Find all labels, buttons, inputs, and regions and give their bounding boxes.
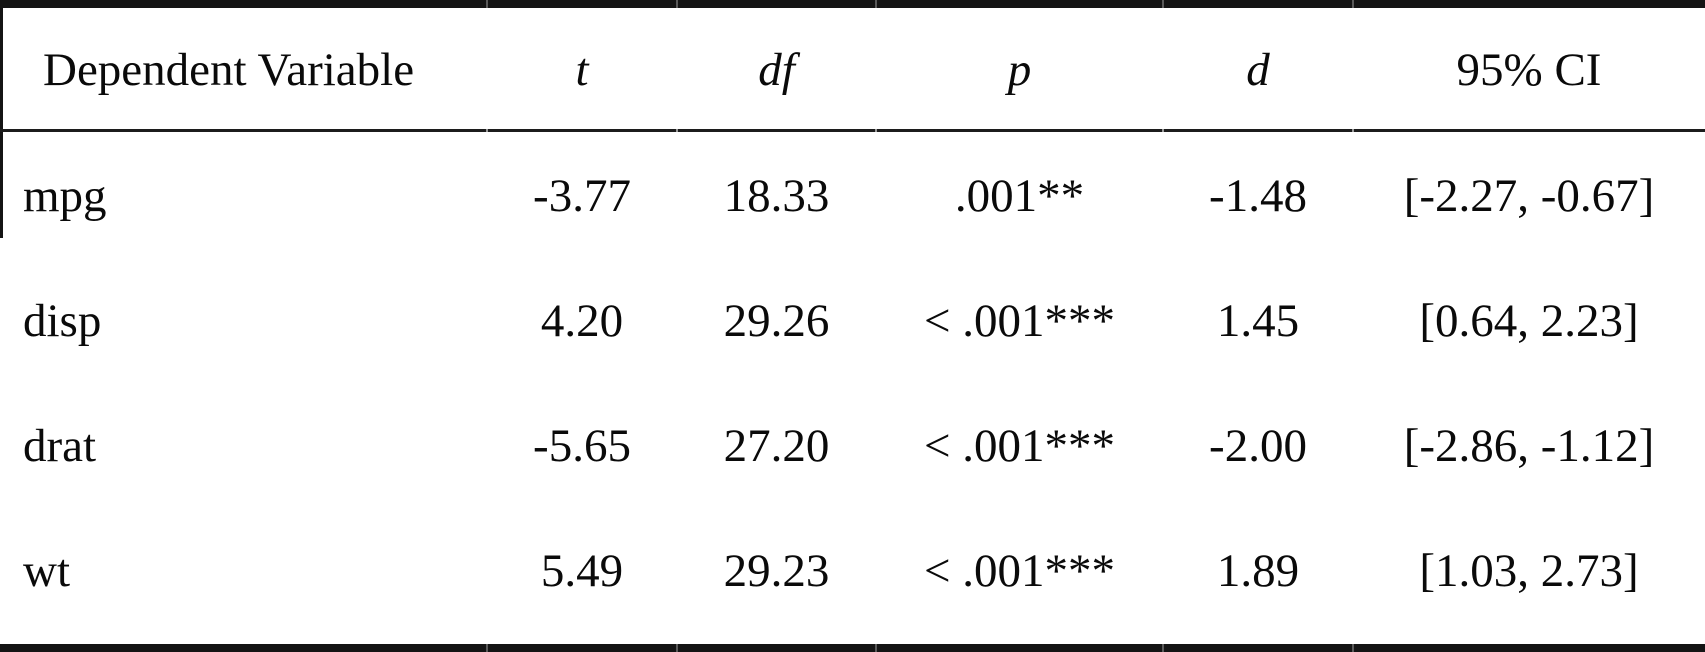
table-cell-drat-df: 27.20 (723, 420, 830, 472)
column-boundary-tick (486, 129, 488, 132)
row-label-mpg: mpg (23, 170, 107, 222)
row-label-disp: disp (23, 295, 102, 347)
t-test-results-table: Dependent Variable t df p d 95% CI mpg -… (0, 8, 1705, 632)
col-header-dependent-variable: Dependent Variable (43, 44, 415, 96)
table-cell-mpg-t: -3.77 (533, 170, 631, 222)
table-cell-disp-p: < .001*** (923, 295, 1115, 347)
column-boundary-tick (1352, 0, 1354, 8)
table-cell-mpg-df: 18.33 (723, 170, 830, 222)
column-boundary-tick (1352, 644, 1354, 652)
table-cell-disp-d: 1.45 (1216, 295, 1300, 347)
partial-left-border (0, 0, 3, 238)
table-cell-disp-ci: [0.64, 2.23] (1419, 295, 1639, 347)
table-cell-wt-ci: [1.03, 2.73] (1419, 545, 1639, 597)
table-cell-drat-t: -5.65 (533, 420, 631, 472)
table-cell-wt-t: 5.49 (540, 545, 624, 597)
table-cell-drat-p: < .001*** (923, 420, 1115, 472)
table-bottom-border (0, 644, 1705, 652)
table-cell-wt-p: < .001*** (923, 545, 1115, 597)
col-header-df: df (758, 44, 795, 96)
column-boundary-tick (486, 0, 488, 8)
column-boundary-tick (875, 129, 877, 132)
table-cell-mpg-ci: [-2.27, -0.67] (1403, 170, 1655, 222)
column-boundary-tick (676, 0, 678, 8)
column-boundary-tick (1352, 129, 1354, 132)
col-header-d: d (1246, 44, 1270, 96)
table-top-border (0, 0, 1705, 8)
header-rule (0, 129, 1705, 132)
column-boundary-tick (1162, 0, 1164, 8)
table-cell-mpg-p: .001** (954, 170, 1085, 222)
column-boundary-tick (676, 644, 678, 652)
column-boundary-tick (875, 0, 877, 8)
column-boundary-tick (676, 129, 678, 132)
table-cell-wt-d: 1.89 (1216, 545, 1300, 597)
column-boundary-tick (1162, 644, 1164, 652)
col-header-95ci: 95% CI (1456, 44, 1602, 96)
row-label-drat: drat (23, 420, 97, 472)
table-cell-mpg-d: -1.48 (1209, 170, 1307, 222)
column-boundary-tick (875, 644, 877, 652)
row-label-wt: wt (23, 545, 70, 597)
table-cell-wt-df: 29.23 (723, 545, 830, 597)
table-cell-disp-t: 4.20 (540, 295, 624, 347)
col-header-p: p (1007, 44, 1032, 96)
col-header-t: t (575, 44, 589, 96)
column-boundary-tick (1162, 129, 1164, 132)
table-cell-drat-d: -2.00 (1209, 420, 1307, 472)
column-boundary-tick (486, 644, 488, 652)
table-cell-drat-ci: [-2.86, -1.12] (1403, 420, 1655, 472)
table-cell-disp-df: 29.26 (723, 295, 830, 347)
